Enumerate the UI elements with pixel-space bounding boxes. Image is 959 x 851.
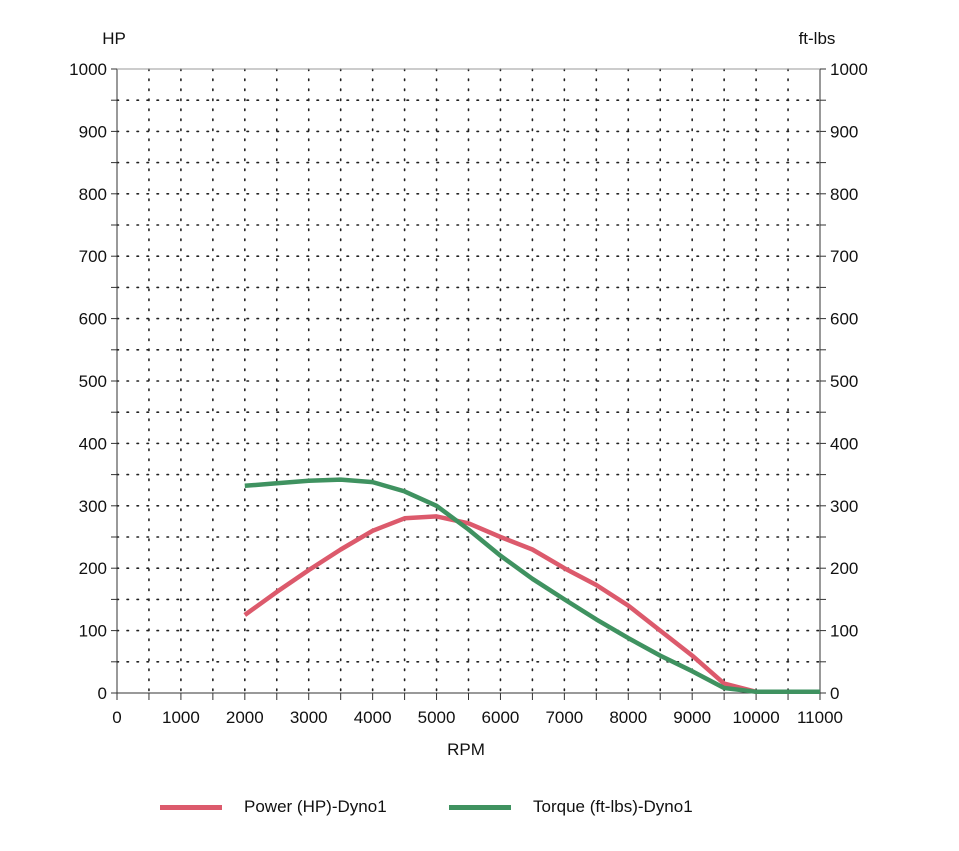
- series-group: [243, 477, 820, 695]
- y-tick-label-right: 1000: [830, 60, 868, 79]
- y-tick-label-left: 300: [79, 497, 107, 516]
- legend-label-torque: Torque (ft-lbs)-Dyno1: [533, 797, 693, 816]
- labels: HP ft-lbs RPM 0 1000 2000 3000 4000 5000 6000 7…: [69, 29, 868, 759]
- y-tick-label-right: 500: [830, 372, 858, 391]
- y-tick-label-left: 0: [98, 684, 107, 703]
- right-axis-unit: ft-lbs: [799, 29, 836, 48]
- x-tick-label: 9000: [673, 708, 711, 727]
- x-axis-label: RPM: [447, 740, 485, 759]
- left-axis-unit: HP: [102, 29, 126, 48]
- y-tick-label-right: 800: [830, 185, 858, 204]
- series-line-power: [243, 514, 820, 695]
- axes: [111, 68, 826, 700]
- x-tick-label: 11000: [797, 708, 843, 727]
- x-tick-label: 3000: [290, 708, 328, 727]
- legend-swatch-torque: [449, 804, 511, 810]
- y-tick-label-right: 700: [830, 247, 858, 266]
- x-tick-label: 5000: [418, 708, 456, 727]
- y-tick-label-right: 900: [830, 122, 858, 141]
- y-tick-label-left: 600: [79, 310, 107, 329]
- y-tick-label-right: 400: [830, 434, 858, 453]
- y-tick-label-left: 700: [79, 247, 107, 266]
- x-tick-label: 2000: [226, 708, 264, 727]
- legend: Power (HP)-Dyno1 Torque (ft-lbs)-Dyno1: [0, 797, 959, 821]
- grid: [116, 68, 821, 694]
- y-tick-label-left: 1000: [69, 60, 107, 79]
- x-tick-label: 8000: [609, 708, 647, 727]
- x-tick-label: 1000: [162, 708, 200, 727]
- x-tick-label: 7000: [545, 708, 583, 727]
- y-tick-label-left: 200: [79, 559, 107, 578]
- y-tick-label-right: 300: [830, 497, 858, 516]
- legend-swatch-power: [160, 804, 222, 810]
- legend-item-power: Power (HP)-Dyno1: [160, 797, 387, 817]
- y-tick-label-left: 400: [79, 434, 107, 453]
- x-tick-label: 4000: [354, 708, 392, 727]
- series-line-torque: [244, 477, 820, 695]
- x-tick-label: 6000: [482, 708, 520, 727]
- legend-item-torque: Torque (ft-lbs)-Dyno1: [449, 797, 693, 817]
- y-tick-label-right: 0: [830, 684, 839, 703]
- y-tick-label-right: 100: [830, 622, 858, 641]
- y-tick-label-left: 500: [79, 372, 107, 391]
- y-tick-label-left: 100: [79, 622, 107, 641]
- y-tick-label-left: 800: [79, 185, 107, 204]
- legend-label-power: Power (HP)-Dyno1: [244, 797, 387, 816]
- y-tick-label-right: 200: [830, 559, 858, 578]
- x-tick-label: 0: [112, 708, 121, 727]
- x-tick-label: 10000: [732, 708, 779, 727]
- y-tick-label-left: 900: [79, 122, 107, 141]
- y-tick-label-right: 600: [830, 310, 858, 329]
